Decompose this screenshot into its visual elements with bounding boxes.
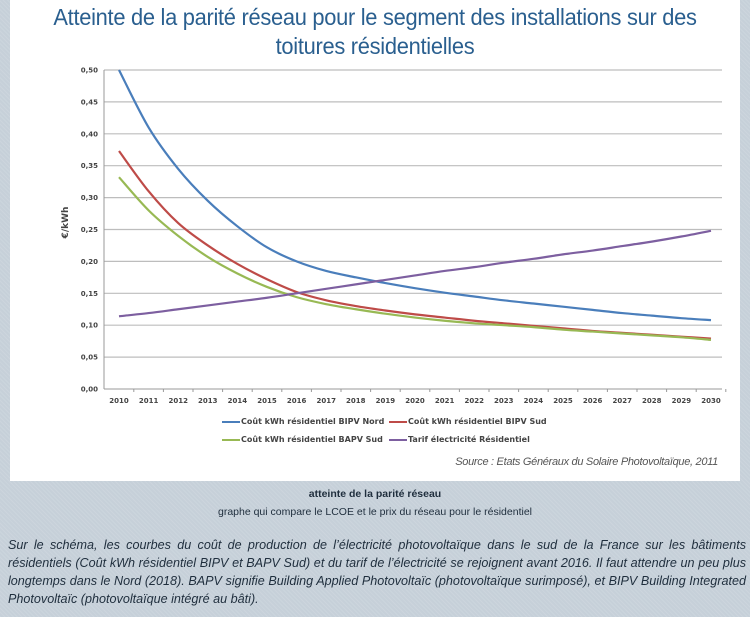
y-tick-label: 0,10 (81, 322, 98, 330)
legend-item: Coût kWh résidentiel BIPV Nord (222, 417, 384, 426)
legend-swatch (222, 438, 240, 441)
legend-item: Coût kWh résidentiel BAPV Sud (222, 435, 383, 444)
legend-swatch (389, 438, 407, 441)
y-tick-label: 0,00 (81, 386, 98, 394)
series-line-1 (118, 150, 712, 340)
legend-swatch (222, 420, 240, 423)
y-tick-label: 0,45 (81, 98, 98, 106)
x-tick-label: 2030 (701, 397, 721, 405)
series-line-2 (118, 176, 712, 341)
x-tick-label: 2024 (524, 397, 544, 405)
description-paragraph: Sur le schéma, les courbes du coût de pr… (8, 538, 746, 606)
x-tick-label: 2016 (287, 397, 307, 405)
x-tick-label: 2023 (494, 397, 514, 405)
x-tick-label: 2027 (612, 397, 632, 405)
legend-label: Coût kWh résidentiel BIPV Sud (408, 417, 547, 426)
x-tick-label: 2017 (316, 397, 336, 405)
caption-subtitle: graphe qui compare le LCOE et le prix du… (217, 506, 532, 518)
chart-title: Atteinte de la parité réseau pour le seg… (53, 4, 697, 59)
x-tick-label: 2019 (376, 397, 396, 405)
y-tick-label: 0,30 (81, 194, 98, 202)
y-tick-label: 0,25 (81, 226, 98, 234)
chart-source: Source : Etats Généraux du Solaire Photo… (455, 456, 718, 468)
x-tick-label: 2025 (553, 397, 573, 405)
y-tick-label: 0,05 (81, 354, 98, 362)
x-tick-label: 2013 (198, 397, 218, 405)
x-tick-label: 2022 (464, 397, 484, 405)
y-tick-label: 0,40 (81, 130, 98, 138)
y-tick-label: 0,15 (81, 290, 98, 298)
y-tick-label: 0,35 (81, 162, 98, 170)
legend-swatch (389, 420, 407, 423)
y-tick-label: 0,50 (81, 67, 98, 75)
y-tick-label: 0,20 (81, 258, 98, 266)
x-tick-label: 2018 (346, 397, 366, 405)
series-line-3 (118, 229, 712, 318)
legend-label: Coût kWh résidentiel BIPV Nord (241, 417, 385, 426)
x-tick-label: 2012 (168, 397, 188, 405)
y-axis-label: €/kWh (61, 207, 71, 240)
legend-label: Coût kWh résidentiel BAPV Sud (241, 435, 383, 444)
legend-item: Tarif électricité Résidentiel (389, 435, 530, 444)
x-tick-label: 2010 (109, 397, 129, 405)
x-tick-label: 2021 (435, 397, 455, 405)
x-tick-label: 2020 (405, 397, 425, 405)
line-chart: 0,00 0,05 0,10 0,15 0,20 0,25 0,30 0,35 0,40 0,45… (61, 67, 727, 405)
x-tick-label: 2026 (583, 397, 603, 405)
legend-label: Tarif électricité Résidentiel (408, 435, 530, 444)
x-tick-label: 2028 (642, 397, 662, 405)
x-tick-label: 2029 (672, 397, 692, 405)
x-tick-label: 2011 (139, 397, 159, 405)
series-line-0 (118, 69, 712, 322)
caption-title: atteinte de la parité réseau (308, 488, 442, 500)
chart-panel: Atteinte de la parité réseau pour le seg… (10, 0, 740, 481)
legend-item: Coût kWh résidentiel BIPV Sud (389, 417, 547, 426)
x-tick-label: 2014 (228, 397, 248, 405)
x-tick-label: 2015 (257, 397, 277, 405)
